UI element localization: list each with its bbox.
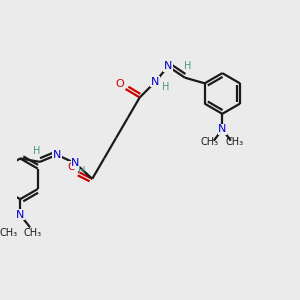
Text: H: H: [33, 146, 41, 156]
Text: O: O: [68, 162, 76, 172]
Text: O: O: [116, 79, 124, 89]
Text: CH₃: CH₃: [201, 137, 219, 147]
Text: CH₃: CH₃: [226, 137, 244, 147]
Text: H: H: [184, 61, 191, 71]
Text: N: N: [218, 124, 226, 134]
Text: N: N: [16, 210, 24, 220]
Text: H: H: [162, 82, 170, 92]
Text: CH₃: CH₃: [23, 228, 41, 238]
Text: N: N: [71, 158, 80, 168]
Text: CH₃: CH₃: [0, 228, 17, 238]
Text: H: H: [78, 166, 85, 176]
Text: N: N: [53, 150, 61, 160]
Text: N: N: [164, 61, 172, 71]
Text: N: N: [151, 77, 159, 87]
